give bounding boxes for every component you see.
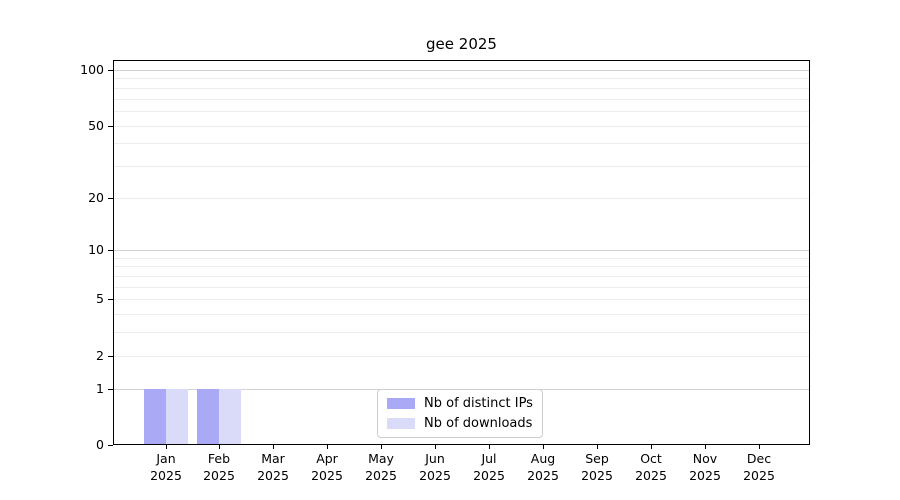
month-label: Jan <box>156 451 176 466</box>
chart-title: gee 2025 <box>426 35 497 53</box>
x-tick-label: Apr 2025 <box>299 451 355 484</box>
x-tick-label: Jul 2025 <box>461 451 517 484</box>
x-tick-label: Feb 2025 <box>191 451 247 484</box>
x-tick-label: Oct 2025 <box>623 451 679 484</box>
year-label: 2025 <box>419 467 451 483</box>
y-tick <box>108 299 113 300</box>
y-tick-label: 1 <box>96 381 104 396</box>
x-tick <box>705 445 706 449</box>
y-tick <box>108 389 113 390</box>
y-tick-label: 50 <box>88 118 104 133</box>
y-tick <box>108 126 113 127</box>
bar-distinct-ips <box>144 389 166 444</box>
year-label: 2025 <box>743 467 775 483</box>
month-label: Apr <box>316 451 338 466</box>
y-tick-label: 20 <box>88 190 104 205</box>
gridline-minor <box>113 299 810 300</box>
y-tick-label: 0 <box>96 437 104 452</box>
x-tick <box>381 445 382 449</box>
gridline-minor <box>113 99 810 100</box>
x-tick-label: Mar 2025 <box>245 451 301 484</box>
y-tick <box>108 198 113 199</box>
x-tick <box>166 445 167 449</box>
x-tick-label: Jan 2025 <box>138 451 194 484</box>
y-tick <box>108 70 113 71</box>
gridline-major <box>113 250 810 251</box>
y-tick <box>108 356 113 357</box>
x-tick-label: Dec 2025 <box>731 451 787 484</box>
x-tick <box>597 445 598 449</box>
x-tick-label: Aug 2025 <box>515 451 571 484</box>
gridline-minor <box>113 356 810 357</box>
plot-border <box>113 60 810 445</box>
y-tick-label: 2 <box>96 348 104 363</box>
year-label: 2025 <box>150 467 182 483</box>
gridline-minor <box>113 332 810 333</box>
month-label: Aug <box>530 451 556 466</box>
gridline-minor <box>113 111 810 112</box>
month-label: May <box>368 451 394 466</box>
legend-item-distinct-ips: Nb of distinct IPs <box>387 396 533 411</box>
x-tick <box>759 445 760 449</box>
x-tick <box>651 445 652 449</box>
month-label: Jun <box>425 451 445 466</box>
gridline-minor <box>113 126 810 127</box>
year-label: 2025 <box>581 467 613 483</box>
x-tick <box>489 445 490 449</box>
legend-label-distinct-ips: Nb of distinct IPs <box>424 396 533 411</box>
x-tick <box>543 445 544 449</box>
x-tick <box>273 445 274 449</box>
month-label: Nov <box>692 451 718 466</box>
y-tick-label: 5 <box>96 291 104 306</box>
year-label: 2025 <box>257 467 289 483</box>
year-label: 2025 <box>473 467 505 483</box>
x-tick-label: Nov 2025 <box>677 451 733 484</box>
bar-downloads <box>166 389 188 444</box>
gridline-minor <box>113 258 810 259</box>
x-tick-label: Jun 2025 <box>407 451 463 484</box>
gridline-minor <box>113 266 810 267</box>
month-label: Jul <box>481 451 497 466</box>
gridline-minor <box>113 198 810 199</box>
legend-label-downloads: Nb of downloads <box>424 416 533 431</box>
y-tick-label: 100 <box>80 62 104 77</box>
bar-downloads <box>219 389 241 444</box>
month-label: Feb <box>207 451 231 466</box>
gridline-major <box>113 70 810 71</box>
year-label: 2025 <box>527 467 559 483</box>
gridline-minor <box>113 78 810 79</box>
year-label: 2025 <box>635 467 667 483</box>
gridline-minor <box>113 314 810 315</box>
year-label: 2025 <box>203 467 235 483</box>
month-label: Sep <box>585 451 609 466</box>
gridline-minor <box>113 276 810 277</box>
x-tick <box>219 445 220 449</box>
bar-distinct-ips <box>197 389 219 444</box>
month-label: Mar <box>261 451 285 466</box>
x-tick-label: May 2025 <box>353 451 409 484</box>
year-label: 2025 <box>311 467 343 483</box>
y-tick-label: 10 <box>88 242 104 257</box>
legend: Nb of distinct IPs Nb of downloads <box>377 389 543 438</box>
gridline-minor <box>113 287 810 288</box>
gridline-minor <box>113 143 810 144</box>
x-tick <box>435 445 436 449</box>
legend-item-downloads: Nb of downloads <box>387 416 533 431</box>
x-tick-label: Sep 2025 <box>569 451 625 484</box>
month-label: Dec <box>746 451 772 466</box>
legend-swatch-downloads <box>387 418 415 429</box>
gridline-minor <box>113 88 810 89</box>
y-tick <box>108 445 113 446</box>
year-label: 2025 <box>365 467 397 483</box>
gridline-minor <box>113 166 810 167</box>
year-label: 2025 <box>689 467 721 483</box>
x-tick <box>327 445 328 449</box>
legend-swatch-distinct-ips <box>387 398 415 409</box>
month-label: Oct <box>640 451 662 466</box>
y-tick <box>108 250 113 251</box>
